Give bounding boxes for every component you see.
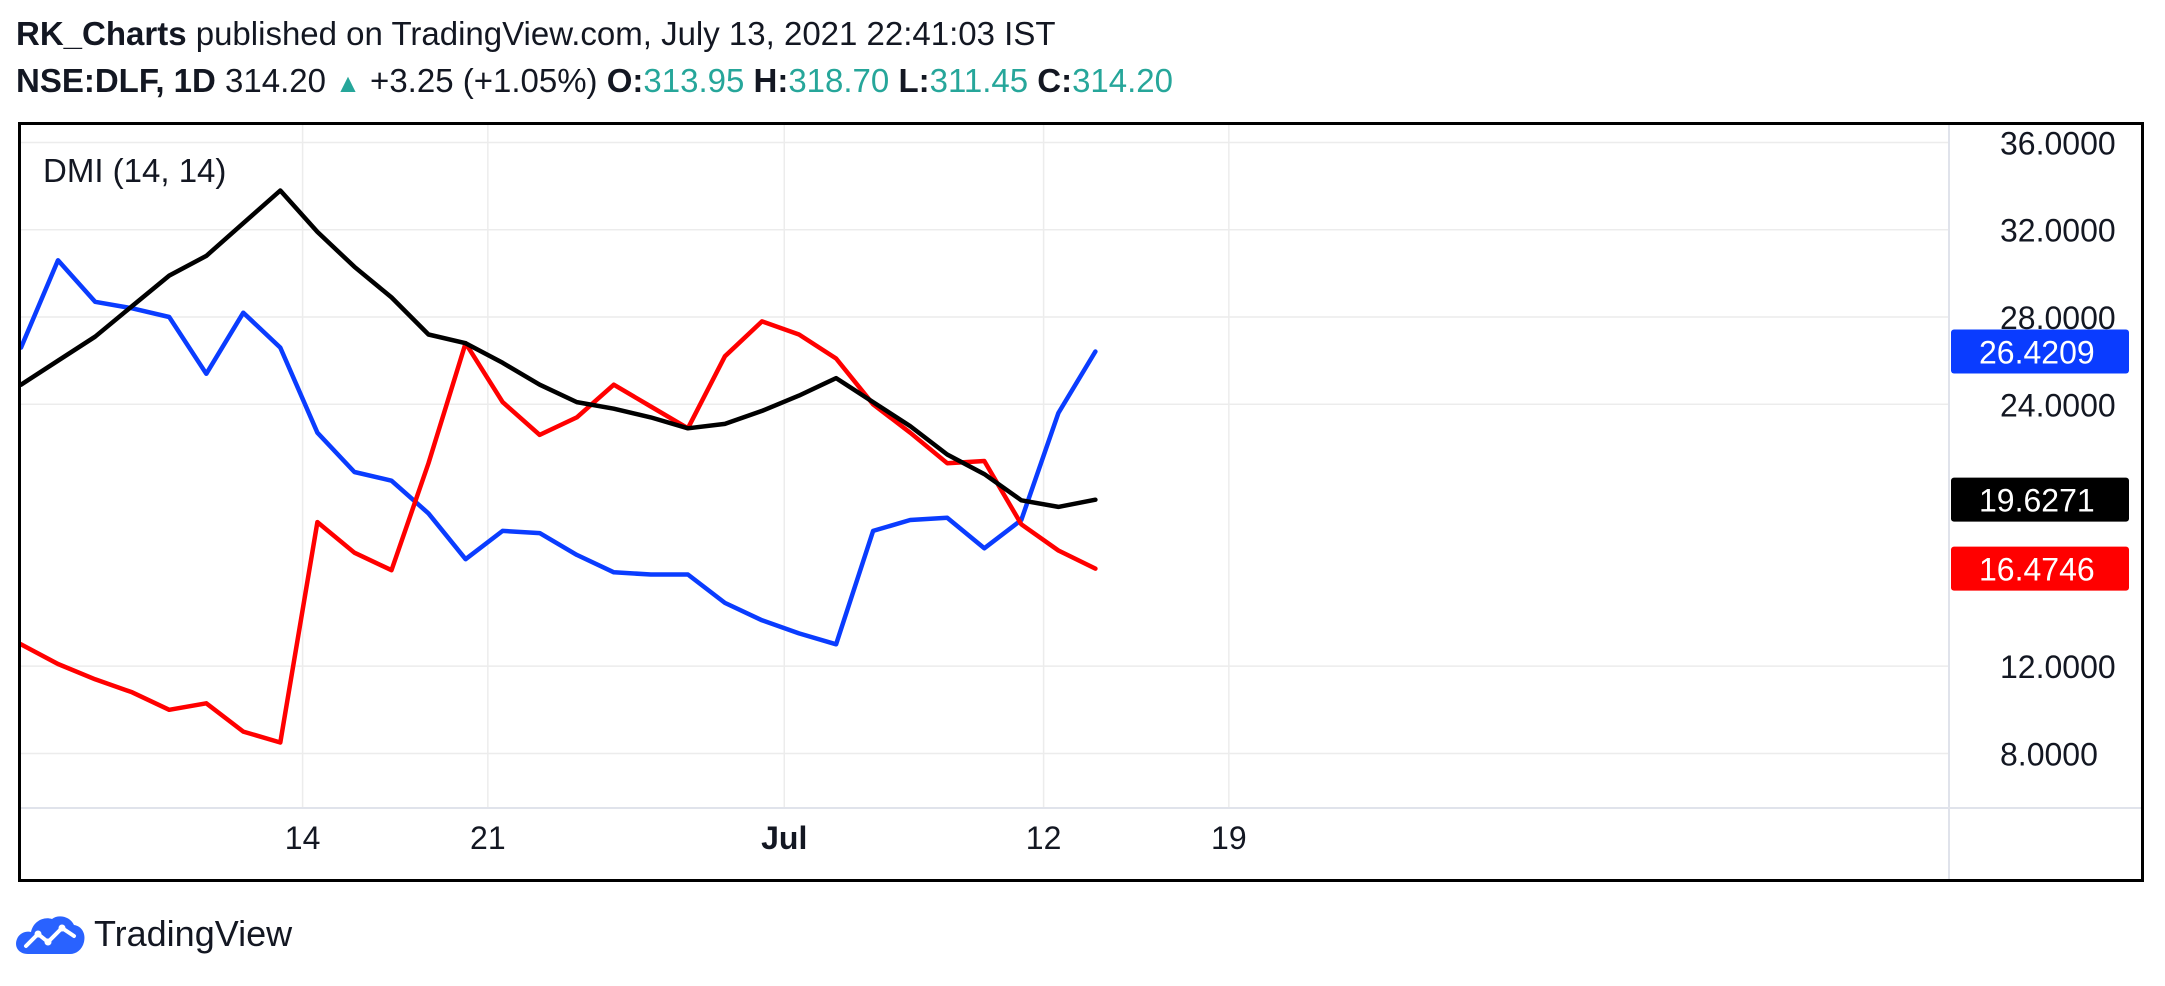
author-name[interactable]: RK_Charts [16,15,187,52]
x-tick-label: 21 [470,820,506,856]
up-arrow-icon: ▲ [335,68,361,98]
series-line-di [21,258,1098,647]
last-value-label: 26.4209 [1979,335,2095,371]
y-tick-label: 8.0000 [2000,736,2098,772]
x-tick-label: 12 [1026,820,1062,856]
published-text: published on TradingView.com, July 13, 2… [195,15,1056,52]
low-label: L: [898,62,930,99]
open-value: 313.95 [643,62,745,99]
x-tick-label: 14 [285,820,321,856]
close-label: C: [1037,62,1073,99]
last-value-label: 16.4746 [1979,552,2095,588]
tradingview-logo[interactable]: TradingView [14,910,292,958]
series-line-di [21,319,1098,745]
publish-header: RK_Charts published on TradingView.com, … [16,12,1056,56]
close-value: 314.20 [1072,62,1174,99]
symbol-label: NSE:DLF, 1D [16,62,216,99]
low-value: 311.45 [929,62,1029,99]
x-tick-label: Jul [761,820,807,856]
price-change: +3.25 (+1.05%) [370,62,598,99]
last-price: 314.20 [225,62,326,99]
y-tick-label: 32.0000 [2000,213,2116,249]
last-value-badge [1951,477,2129,522]
chart-frame[interactable]: 36.0000 32.0000 28.0000 24.0000 12.0000 8.000… [18,122,2144,882]
tradingview-cloud-icon [16,916,85,954]
dmi-chart[interactable]: 36.000032.000028.000024.000012.00008.000… [21,125,2141,879]
y-tick-label: 36.0000 [2000,125,2116,161]
last-value-badge [1951,329,2129,374]
x-tick-label: 19 [1211,820,1247,856]
last-value-label: 19.6271 [1979,483,2095,519]
y-tick-label: 24.0000 [2000,387,2116,423]
high-label: H: [753,62,789,99]
brand-name: TradingView [94,913,293,954]
y-tick-label: 12.0000 [2000,649,2116,685]
open-label: O: [606,62,644,99]
last-value-badge [1951,546,2129,591]
series-line-adx [21,188,1098,510]
high-value: 318.70 [788,62,890,99]
symbol-header: NSE:DLF, 1D 314.20 ▲ +3.25 (+1.05%) O:31… [16,59,1173,105]
indicator-title: DMI (14, 14) [43,152,226,189]
